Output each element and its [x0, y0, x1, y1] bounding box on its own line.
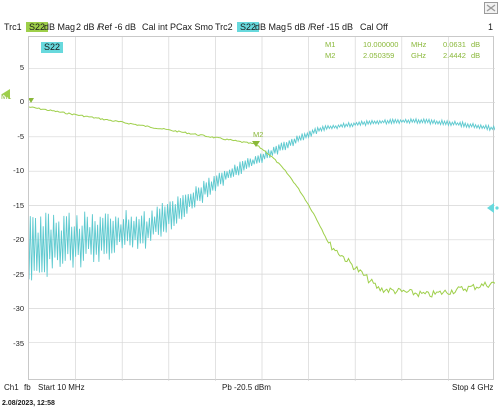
trace2-ref-arrow-icon[interactable] — [485, 202, 499, 214]
trace2-chip[interactable]: S22 — [237, 22, 260, 32]
y-tick: -10 — [13, 166, 24, 175]
trace2-ref[interactable]: Ref -15 dB — [310, 22, 354, 32]
marker-readout: M1 10.000000 MHz 0.0631 dB M2 2.050359 G… — [325, 40, 493, 64]
marker-readout-value: 0.0631 — [443, 40, 466, 49]
y-tick: -25 — [13, 270, 24, 279]
stop-frequency[interactable]: Stop 4 GHz — [452, 383, 494, 392]
trace1-chip[interactable]: S22 — [26, 22, 49, 32]
plot-area[interactable]: S22 M2 M1 M1 10.000000 MHz 0.0631 dB M2 … — [1, 36, 495, 381]
trace-header: Trc1 S22 dB Mag 2 dB / Ref -6 dB Cal int… — [0, 0, 500, 36]
trace2-cal[interactable]: Cal Off — [360, 22, 388, 32]
marker-m2-label: M2 — [253, 130, 264, 139]
trace1-ref[interactable]: Ref -6 dB — [98, 22, 137, 32]
marker-readout-vunit: dB — [471, 40, 481, 49]
trace2-id[interactable]: Trc2 — [215, 22, 233, 32]
start-frequency[interactable]: Start 10 MHz — [38, 383, 85, 392]
marker-readout-freq: 2.050359 — [363, 51, 395, 60]
power-level[interactable]: Pb -20.5 dBm — [222, 383, 271, 392]
trace1-id[interactable]: Trc1 — [4, 22, 22, 32]
trace2-format[interactable]: dB Mag — [255, 22, 287, 32]
marker-m1-icon[interactable] — [29, 98, 34, 103]
marker-readout-freq: 10.000000 — [363, 40, 399, 49]
trace1-format[interactable]: dB Mag — [44, 22, 76, 32]
channel-number: 1 — [488, 22, 494, 32]
trace1-ref-arrow-icon[interactable] — [0, 88, 12, 100]
y-tick: -35 — [13, 339, 24, 348]
channel-label[interactable]: Ch1 — [4, 383, 19, 392]
marker-m2-icon[interactable] — [252, 141, 260, 147]
y-tick: -5 — [17, 132, 24, 141]
marker-readout-label: M2 — [325, 51, 336, 60]
trace1-line — [29, 106, 495, 298]
y-tick: -15 — [13, 201, 24, 210]
trace1-scale[interactable]: 2 dB / — [76, 22, 100, 32]
marker-readout-unit: MHz — [411, 40, 427, 49]
y-tick: 5 — [19, 63, 24, 72]
rohde-schwarz-logo-icon — [484, 2, 498, 14]
y-tick: 0 — [19, 97, 24, 106]
trace2-scale[interactable]: 5 dB / — [287, 22, 311, 32]
active-param-badge[interactable]: S22 — [41, 42, 64, 53]
trace1-cal[interactable]: Cal int PCax Smo — [142, 22, 214, 32]
grid — [29, 37, 495, 381]
trace2-line — [29, 117, 495, 281]
marker-readout-value: 2.4442 — [443, 51, 466, 60]
y-tick: -30 — [13, 304, 24, 313]
marker-readout-label: M1 — [325, 40, 336, 49]
marker-readout-vunit: dB — [471, 51, 481, 60]
marker-readout-unit: GHz — [411, 51, 426, 60]
timestamp: 2.08/2023, 12:58 — [2, 400, 55, 407]
trace-canvas — [29, 37, 495, 381]
y-tick: -20 — [13, 235, 24, 244]
fb-label: fb — [24, 383, 31, 392]
